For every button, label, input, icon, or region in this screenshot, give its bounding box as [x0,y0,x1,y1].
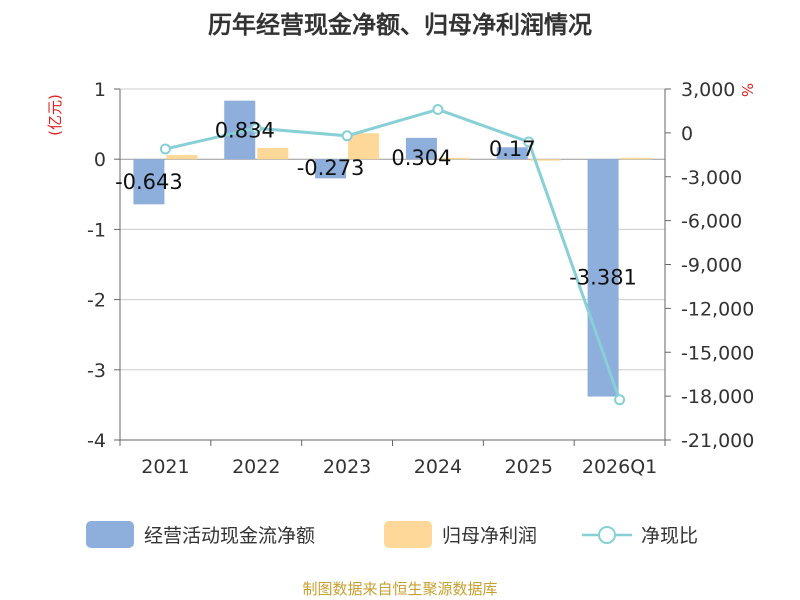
ratio-point [523,136,535,148]
x-tick-label: 2021 [141,456,189,478]
right-tick-label: -6,000 [681,211,742,233]
chart-title: 历年经营现金净额、归母净利润情况 [208,11,592,39]
right-tick-label: -15,000 [681,342,754,364]
x-tick-label: 2024 [414,456,462,478]
legend-swatch-netprofit[interactable] [384,521,432,548]
bar-value-label: -3.381 [569,266,637,290]
left-tick-label: 0 [94,149,106,171]
ratio-line [165,107,621,401]
bar-netprofit [620,157,652,160]
bar-cashflow [405,137,437,160]
bar-netprofit [438,157,470,160]
bar-cashflow [496,147,528,160]
bar-netprofit [529,159,561,161]
ratio-point [250,122,262,134]
legend-label-netprofit[interactable]: 归母净利润 [442,525,537,547]
bar-netprofit [166,154,198,160]
bar-value-label: 0.834 [215,119,275,143]
right-tick-label: 3,000 [681,79,735,101]
ratio-point [614,394,626,406]
right-tick-label: -3,000 [681,167,742,189]
legend-marker-ratio[interactable] [598,526,616,544]
left-tick-label: -3 [87,360,106,382]
bar-value-label: -0.273 [297,156,365,180]
bar-netprofit [348,133,380,160]
right-tick-label: -9,000 [681,255,742,277]
ratio-point [159,143,171,155]
legend-label-cashflow[interactable]: 经营活动现金流净额 [144,525,315,547]
bar-value-label: -0.643 [115,170,183,194]
left-tick-label: -2 [87,290,106,312]
left-tick-label: -4 [87,430,106,452]
right-tick-label: -21,000 [681,430,754,452]
x-tick-label: 2023 [323,456,371,478]
x-tick-label: 2025 [505,456,553,478]
ratio-point [341,130,353,142]
ratio-point [432,103,444,115]
x-tick-label: 2022 [232,456,280,478]
legend-label-ratio[interactable]: 净现比 [641,525,698,547]
right-tick-label: -12,000 [681,298,754,320]
bar-netprofit [257,147,289,160]
source-note: 制图数据来自恒生聚源数据库 [302,580,497,598]
right-tick-label: 0 [681,123,693,145]
axes-layer: 1 0 -1 -2 -3 -4 3,000 0 -3,000 -6,000 -9,000 -12,00… [87,79,754,478]
data-labels: -0.643 0.834 -0.273 0.304 0.17 -3.381 [115,119,637,290]
bar-cashflow [133,159,165,205]
bar-value-label: 0.17 [489,137,536,161]
bar-value-label: 0.304 [391,146,451,170]
right-axis-unit: % [738,83,756,97]
bar-cashflow [315,159,347,179]
line-layer [159,103,626,406]
left-tick-label: -1 [87,219,106,241]
left-axis-unit: (亿元) [46,94,64,136]
legend-swatch-cashflow[interactable] [86,521,134,548]
x-tick-label: 2026Q1 [582,456,657,478]
left-tick-label: 1 [94,79,106,101]
right-tick-label: -18,000 [681,386,754,408]
legend: 经营活动现金流净额 归母净利润 净现比 [86,521,698,548]
